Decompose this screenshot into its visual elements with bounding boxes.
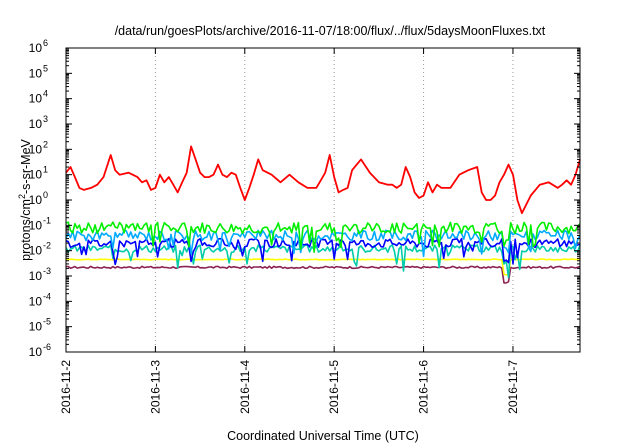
- plot-frame: [65, 47, 581, 353]
- y-tick-label: 10: [29, 294, 43, 308]
- x-tick-label: 2016-11-3: [148, 360, 162, 414]
- y-tick-label: 10: [29, 218, 43, 232]
- x-tick-label: 2016-11-2: [59, 360, 73, 414]
- y-tick-label: 10: [29, 41, 43, 55]
- flux-series-line: [65, 221, 581, 253]
- y-tick-label-exponent: 3: [43, 114, 48, 124]
- y-axis-label-rest: -s-sr-MeV: [19, 138, 33, 194]
- y-tick-label: 10: [29, 244, 43, 258]
- y-axis-label-exponent: 2: [17, 194, 27, 199]
- y-tick-label-exponent: 4: [43, 89, 48, 99]
- y-tick-label: 10: [29, 193, 43, 207]
- y-tick-label-exponent: 1: [43, 165, 48, 175]
- y-tick-label-exponent: 0: [43, 190, 48, 200]
- x-tick-label: 2016-11-5: [327, 360, 341, 414]
- y-tick-label: 10: [29, 142, 43, 156]
- y-tick-label-exponent: -4: [43, 291, 51, 301]
- y-tick-label-exponent: -5: [43, 317, 51, 327]
- y-axis-label: protons/cm2-s-sr-MeV: [17, 138, 33, 260]
- x-tick-label: 2016-11-4: [238, 360, 252, 414]
- y-tick-label-exponent: -1: [43, 215, 51, 225]
- y-tick-label: 10: [29, 92, 43, 106]
- x-tick-label: 2016-11-7: [506, 360, 520, 414]
- y-tick-label: 10: [29, 66, 43, 80]
- y-tick-label: 10: [29, 269, 43, 283]
- y-tick-label-exponent: 2: [43, 139, 48, 149]
- x-axis-label: Coordinated Universal Time (UTC): [227, 429, 419, 443]
- flux-series-red: [65, 145, 581, 215]
- flux-series-line: [65, 258, 581, 276]
- y-tick-label-exponent: 5: [43, 63, 48, 73]
- y-tick-label-exponent: -2: [43, 241, 51, 251]
- y-tick-label-exponent: 6: [43, 38, 48, 48]
- y-axis: 10 -610 -510 -410 -310 -210 -110 010 110 210 310 41…: [29, 38, 580, 359]
- flux-series-line: [66, 265, 581, 284]
- y-tick-label-exponent: -6: [43, 342, 51, 352]
- x-axis: 2016-11-2 2016-11-3 2016-11-4 2016-11-5 2016…: [59, 48, 520, 414]
- y-tick-label: 10: [29, 168, 43, 182]
- chart-title: /data/run/goesPlots/archive/2016-11-07/1…: [115, 24, 546, 38]
- flux-series-line: [65, 237, 581, 266]
- grid: [154, 48, 514, 352]
- y-axis-label-unit: protons/cm: [19, 199, 33, 261]
- y-tick-label-exponent: -3: [43, 266, 51, 276]
- y-tick-label: 10: [29, 320, 43, 334]
- x-tick-label: 2016-11-6: [417, 360, 431, 414]
- series-layer: [65, 145, 581, 284]
- y-tick-label: 10: [29, 117, 43, 131]
- y-tick-label: 10: [29, 345, 43, 359]
